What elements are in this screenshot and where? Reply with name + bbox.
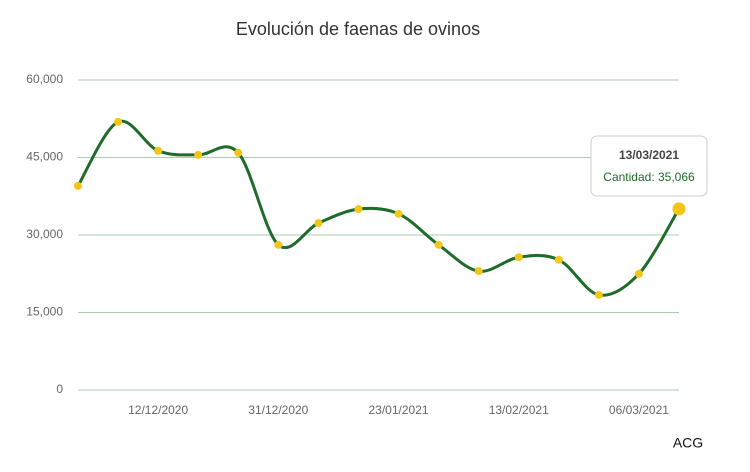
point bbox=[74, 181, 82, 190]
x-tick-label: 12/12/2020 bbox=[128, 403, 188, 417]
point bbox=[194, 150, 203, 159]
point bbox=[154, 146, 163, 155]
y-tick-label: 60,000 bbox=[26, 72, 63, 86]
tooltip-title: 13/03/2021 bbox=[619, 148, 679, 162]
point bbox=[394, 209, 403, 218]
footer: ACG bbox=[673, 435, 703, 451]
point bbox=[594, 290, 603, 299]
line bbox=[76, 119, 681, 297]
chart-title: Evolución de faenas de ovinos bbox=[236, 19, 480, 39]
point bbox=[234, 148, 243, 157]
x-tick-label: 31/12/2020 bbox=[248, 403, 308, 417]
point bbox=[354, 205, 363, 214]
x-tick-label: 13/02/2021 bbox=[489, 403, 549, 417]
point bbox=[114, 117, 123, 126]
point bbox=[314, 219, 323, 228]
point bbox=[634, 269, 643, 278]
tooltip-box bbox=[590, 135, 708, 197]
tooltip-text: Cantidad: 35,066 bbox=[603, 170, 695, 184]
tooltip: 13/03/2021 Cantidad: 35,066 bbox=[590, 135, 708, 197]
point bbox=[434, 240, 443, 249]
y-tick-label: 0 bbox=[56, 382, 63, 396]
y-tick-label: 45,000 bbox=[26, 150, 63, 164]
y-tick-label: 15,000 bbox=[26, 305, 63, 319]
x-tick-label: 06/03/2021 bbox=[609, 403, 669, 417]
point bbox=[672, 202, 686, 216]
point bbox=[514, 253, 523, 262]
point bbox=[274, 240, 283, 249]
point bbox=[554, 255, 563, 264]
y-tick-label: 30,000 bbox=[26, 227, 63, 241]
point bbox=[474, 267, 483, 276]
x-tick-label: 23/01/2021 bbox=[369, 403, 429, 417]
